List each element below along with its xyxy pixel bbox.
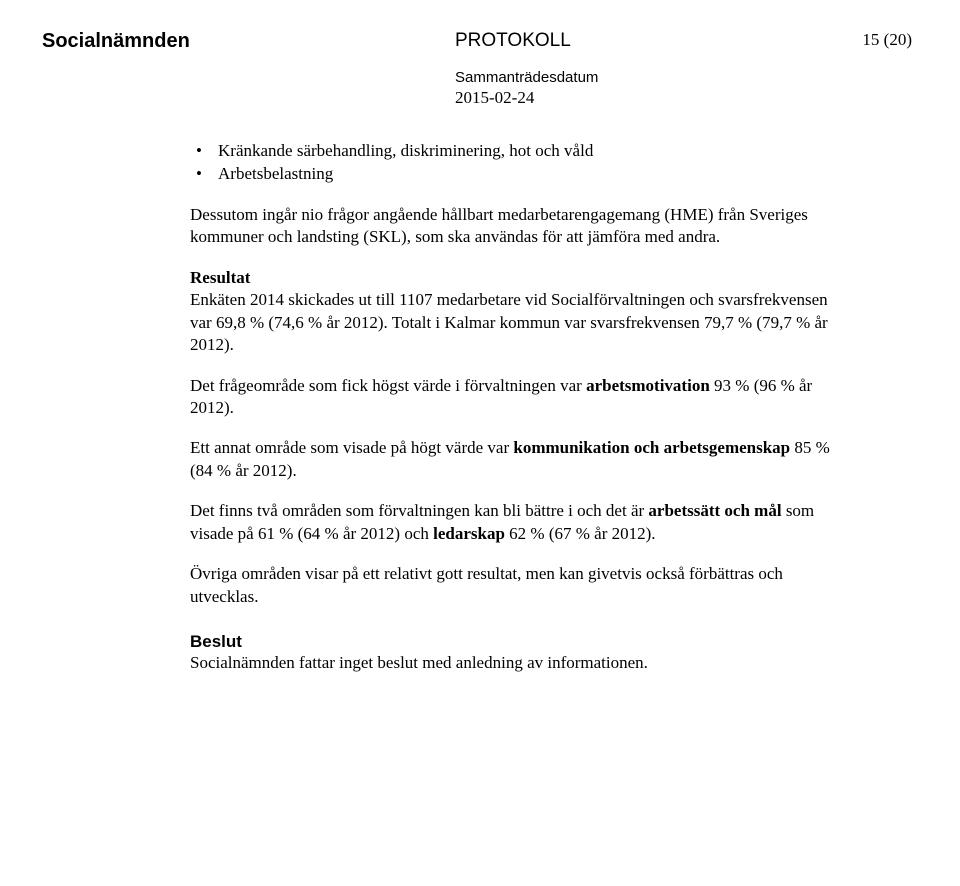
bold-term: ledarskap: [433, 524, 505, 543]
list-item: Arbetsbelastning: [190, 163, 850, 186]
committee-name: Socialnämnden: [42, 30, 190, 53]
text-run: 62 % (67 % år 2012).: [505, 524, 656, 543]
document-type: PROTOKOLL: [455, 30, 571, 52]
communication-paragraph: Ett annat område som visade på högt värd…: [190, 437, 850, 482]
intro-paragraph: Dessutom ingår nio frågor angående hållb…: [190, 204, 850, 249]
meeting-date: 2015-02-24: [455, 88, 534, 108]
bold-term: kommunikation och arbetsgemenskap: [513, 438, 790, 457]
meeting-date-label: Sammanträdesdatum: [455, 69, 598, 86]
bold-term: arbetssätt och mål: [648, 501, 781, 520]
result-paragraph: Enkäten 2014 skickades ut till 1107 meda…: [190, 289, 850, 356]
bold-term: arbetsmotivation: [586, 376, 710, 395]
result-section: Resultat Enkäten 2014 skickades ut till …: [190, 267, 850, 357]
decision-body: Socialnämnden fattar inget beslut med an…: [190, 652, 850, 674]
bullet-list: Kränkande särbehandling, diskriminering,…: [190, 140, 850, 186]
other-paragraph: Övriga områden visar på ett relativt got…: [190, 563, 850, 608]
text-run: Ett annat område som visade på högt värd…: [190, 438, 513, 457]
motivation-paragraph: Det frågeområde som fick högst värde i f…: [190, 375, 850, 420]
page-number: 15 (20): [862, 30, 912, 50]
text-run: Det frågeområde som fick högst värde i f…: [190, 376, 586, 395]
document-body: Kränkande särbehandling, diskriminering,…: [190, 140, 850, 674]
result-heading: Resultat: [190, 267, 850, 289]
decision-heading: Beslut: [190, 632, 850, 652]
text-run: Det finns två områden som förvaltningen …: [190, 501, 648, 520]
list-item: Kränkande särbehandling, diskriminering,…: [190, 140, 850, 163]
improvement-paragraph: Det finns två områden som förvaltningen …: [190, 500, 850, 545]
